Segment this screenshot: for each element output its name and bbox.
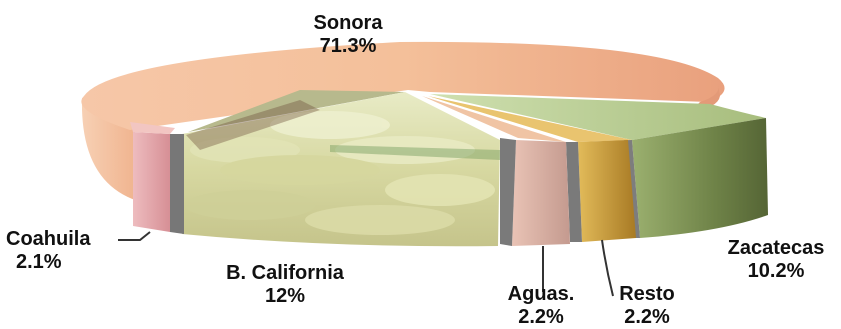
- slice-b-california-top: [188, 90, 405, 132]
- label-aguas-value: 2.2%: [518, 306, 564, 328]
- label-zacatecas-value: 10.2%: [747, 260, 805, 282]
- slice-coahuila: [133, 132, 170, 232]
- label-zacatecas-name: Zacatecas: [727, 237, 825, 259]
- label-sonora-name: Sonora: [313, 12, 383, 34]
- slice-sonora: [81, 41, 725, 130]
- label-b-california-name: B. California: [226, 262, 344, 284]
- leader-coahuila: [118, 231, 151, 241]
- slice-zacatecas: [632, 118, 768, 238]
- label-aguas: Aguas. 2.2%: [492, 283, 590, 329]
- slice-aguas: [512, 140, 570, 246]
- label-sonora-value: 71.3%: [319, 35, 377, 57]
- leader-lines: [118, 231, 614, 297]
- label-b-california: B. California 12%: [210, 262, 360, 308]
- slice-resto: [578, 140, 636, 242]
- label-coahuila-name: Coahuila: [6, 228, 91, 250]
- slice-zacatecas-top: [430, 94, 766, 140]
- label-resto-value: 2.2%: [624, 306, 670, 328]
- label-resto-name: Resto: [619, 283, 675, 305]
- label-sonora: Sonora 71.3%: [293, 12, 403, 58]
- label-zacatecas: Zacatecas 10.2%: [712, 237, 840, 283]
- leader-resto: [601, 239, 614, 297]
- slice-resto-top: [428, 96, 632, 142]
- label-aguas-name: Aguas.: [507, 283, 575, 305]
- label-b-california-value: 12%: [264, 285, 306, 307]
- slice-aguas-top: [422, 96, 566, 142]
- label-coahuila-value: 2.1%: [16, 251, 62, 273]
- label-resto: Resto 2.2%: [602, 283, 692, 329]
- label-coahuila: Coahuila 2.1%: [6, 228, 106, 274]
